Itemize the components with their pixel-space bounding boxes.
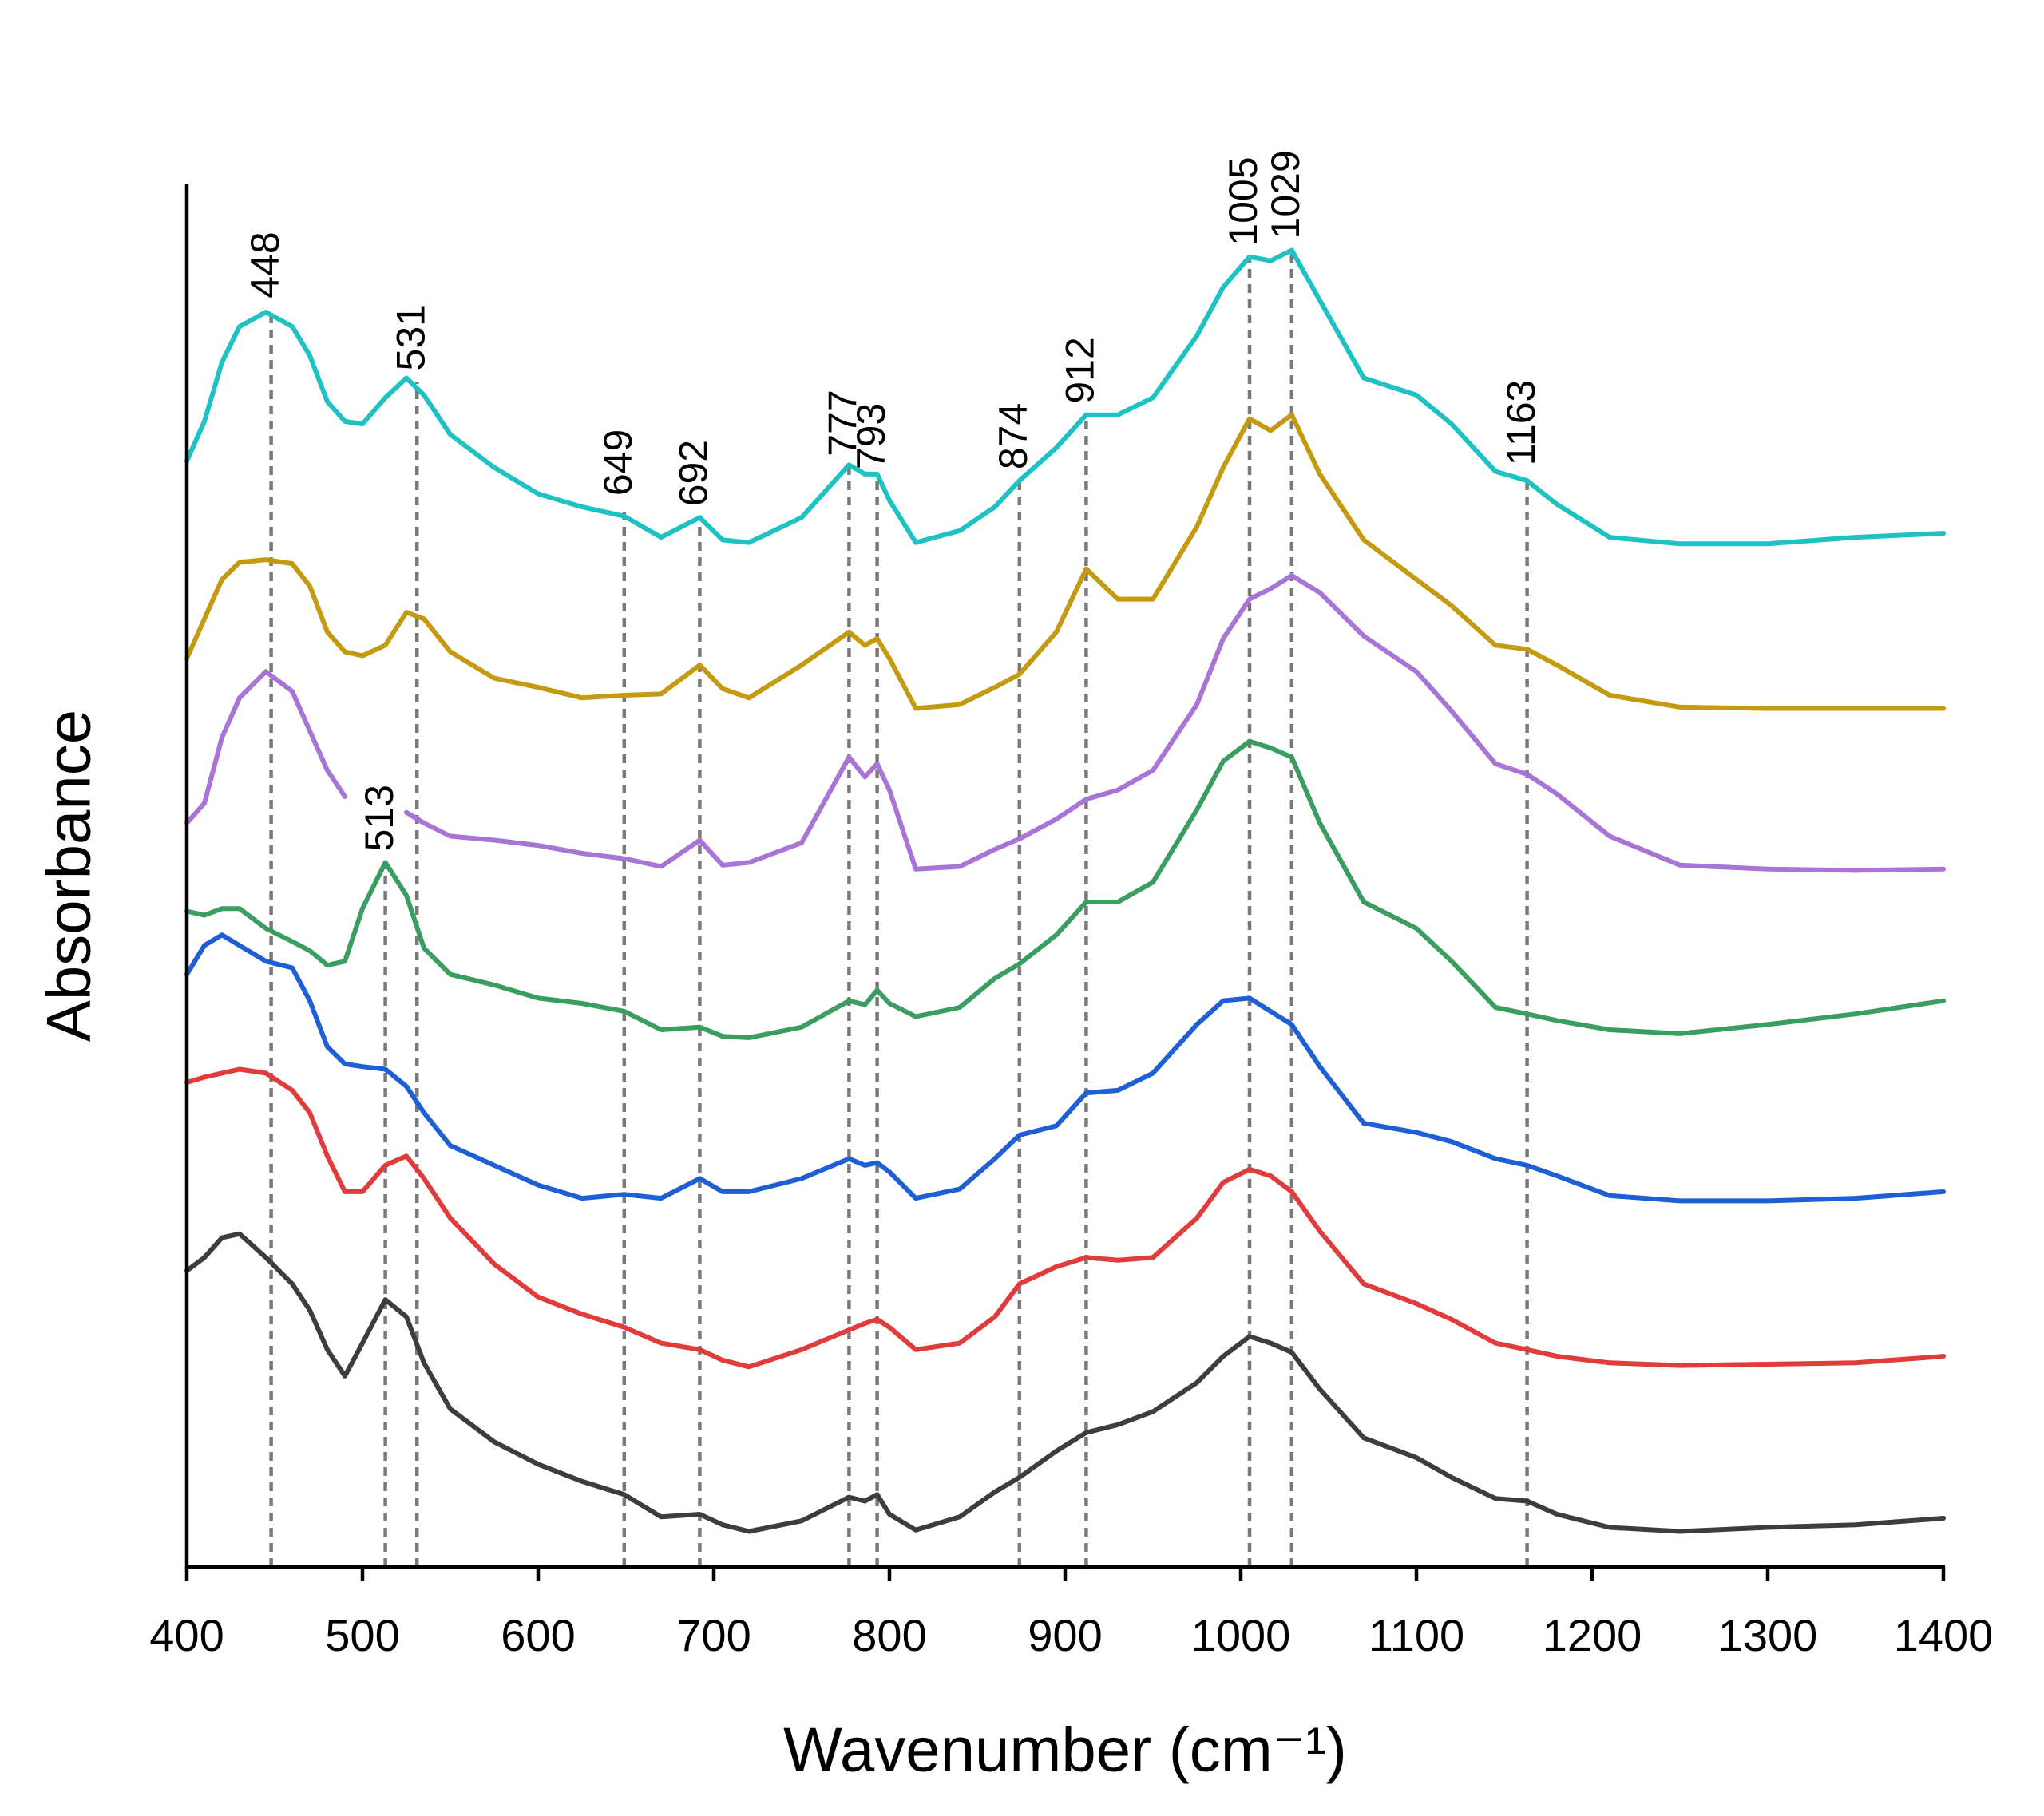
annotation-label: 777 [821,390,866,456]
x-tick-label: 900 [1028,1610,1102,1660]
spectrum-line [184,932,1946,1204]
spectrum-line [184,1231,1946,1534]
x-tick-label: 1000 [1191,1610,1291,1660]
annotation-label: 513 [357,785,402,851]
x-axis-label: Wavenumber (cm⁻¹) [783,1715,1347,1785]
x-tick-label: 1400 [1894,1610,1994,1660]
x-tick-label: 800 [852,1610,926,1660]
x-tick-label: 400 [149,1610,224,1660]
x-tick-label: 700 [676,1610,751,1660]
x-tick-label: 1200 [1543,1610,1642,1660]
spectrum-line [184,1066,1946,1370]
spectrum-line [184,412,1946,711]
annotation-label: 1029 [1263,150,1308,239]
x-tick-label: 500 [325,1610,399,1660]
x-tick-label: 1300 [1718,1610,1818,1660]
annotation-label: 874 [991,403,1036,469]
y-axis-label: Absorbance [34,710,104,1042]
annotation-label: 793 [849,403,893,469]
x-tick-label: 1100 [1369,1610,1464,1660]
annotation-label: 912 [1058,337,1103,403]
spectrum-line [184,572,1946,873]
annotation-label: 1163 [1499,380,1543,466]
annotation-label: 692 [671,440,716,506]
x-tick-label: 600 [501,1610,575,1660]
spectrum-line [184,738,1946,1040]
annotation-label: 531 [388,304,433,370]
annotation-label: 1005 [1221,156,1266,245]
spectrum-line [184,247,1946,547]
annotation-label: 448 [243,231,287,298]
annotation-label: 649 [596,429,640,496]
